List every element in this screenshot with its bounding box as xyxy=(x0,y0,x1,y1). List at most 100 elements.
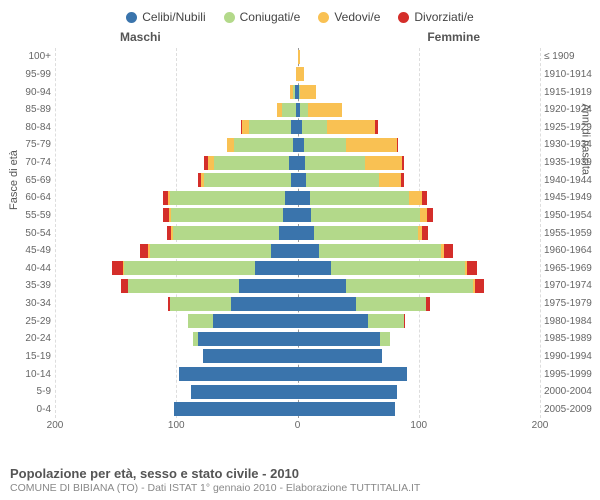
age-label: 30-34 xyxy=(7,298,51,309)
female-bar xyxy=(298,261,541,275)
age-label: 40-44 xyxy=(7,263,51,274)
birth-label: 1990-1994 xyxy=(544,351,598,362)
bar-pair xyxy=(55,367,540,381)
segment xyxy=(150,244,271,258)
age-row: 40-441965-1969 xyxy=(55,260,540,278)
male-bar xyxy=(55,385,298,399)
male-bar xyxy=(55,50,298,64)
segment xyxy=(227,138,234,152)
bar-pair xyxy=(55,50,540,64)
segment xyxy=(409,191,422,205)
segment xyxy=(346,138,397,152)
segment xyxy=(402,156,404,170)
segment xyxy=(346,279,473,293)
segment xyxy=(422,191,427,205)
segment xyxy=(298,156,305,170)
legend: Celibi/NubiliConiugati/eVedovi/eDivorzia… xyxy=(0,0,600,30)
segment xyxy=(475,279,485,293)
male-bar xyxy=(55,120,298,134)
age-row: 80-841925-1929 xyxy=(55,119,540,137)
male-bar xyxy=(55,67,298,81)
gender-headers: Maschi Femmine xyxy=(0,30,600,44)
age-row: 85-891920-1924 xyxy=(55,101,540,119)
segment xyxy=(298,208,311,222)
legend-label: Celibi/Nubili xyxy=(142,10,205,24)
x-tick: 100 xyxy=(168,420,185,431)
legend-item: Coniugati/e xyxy=(224,10,301,24)
female-bar xyxy=(298,173,541,187)
birth-label: 1915-1919 xyxy=(544,87,598,98)
male-bar xyxy=(55,156,298,170)
legend-label: Coniugati/e xyxy=(240,10,301,24)
age-row: 45-491960-1964 xyxy=(55,242,540,260)
male-bar xyxy=(55,297,298,311)
segment xyxy=(375,120,377,134)
segment xyxy=(283,208,298,222)
segment xyxy=(380,332,390,346)
birth-label: 1935-1939 xyxy=(544,157,598,168)
legend-item: Divorziati/e xyxy=(398,10,473,24)
bar-pair xyxy=(55,191,540,205)
segment xyxy=(282,103,297,117)
bar-pair xyxy=(55,385,540,399)
age-row: 100+≤ 1909 xyxy=(55,48,540,66)
segment xyxy=(298,261,332,275)
segment xyxy=(188,314,212,328)
bar-pair xyxy=(55,156,540,170)
segment xyxy=(368,314,404,328)
chart-subtitle: COMUNE DI BIBIANA (TO) - Dati ISTAT 1° g… xyxy=(10,482,590,494)
age-label: 10-14 xyxy=(7,369,51,380)
age-row: 60-641945-1949 xyxy=(55,189,540,207)
segment xyxy=(306,173,379,187)
male-bar xyxy=(55,85,298,99)
female-bar xyxy=(298,85,541,99)
female-bar xyxy=(298,191,541,205)
male-bar xyxy=(55,244,298,258)
segment xyxy=(298,332,380,346)
male-bar xyxy=(55,349,298,363)
segment xyxy=(356,297,426,311)
age-row: 95-991910-1914 xyxy=(55,66,540,84)
age-label: 45-49 xyxy=(7,245,51,256)
female-bar xyxy=(298,208,541,222)
segment xyxy=(121,279,128,293)
birth-label: 1930-1934 xyxy=(544,139,598,150)
segment xyxy=(289,156,297,170)
segment xyxy=(170,297,231,311)
age-row: 75-791930-1934 xyxy=(55,136,540,154)
age-row: 90-941915-1919 xyxy=(55,83,540,101)
age-row: 0-42005-2009 xyxy=(55,401,540,419)
segment xyxy=(174,402,298,416)
segment xyxy=(255,261,297,275)
segment xyxy=(173,226,280,240)
segment xyxy=(298,297,356,311)
segment xyxy=(140,244,148,258)
birth-label: 1970-1974 xyxy=(544,280,598,291)
legend-label: Divorziati/e xyxy=(414,10,473,24)
age-row: 5-92000-2004 xyxy=(55,383,540,401)
segment xyxy=(231,297,298,311)
age-row: 70-741935-1939 xyxy=(55,154,540,172)
segment xyxy=(467,261,477,275)
female-bar xyxy=(298,67,541,81)
age-row: 65-691940-1944 xyxy=(55,171,540,189)
age-label: 0-4 xyxy=(7,404,51,415)
segment xyxy=(298,314,368,328)
segment xyxy=(213,314,298,328)
segment xyxy=(305,156,366,170)
segment xyxy=(365,156,401,170)
age-row: 35-391970-1974 xyxy=(55,277,540,295)
segment xyxy=(314,226,417,240)
birth-label: 2005-2009 xyxy=(544,404,598,415)
segment xyxy=(397,138,398,152)
female-bar xyxy=(298,402,541,416)
age-label: 95-99 xyxy=(7,69,51,80)
pyramid-chart: 100+≤ 190995-991910-191490-941915-191985… xyxy=(55,48,540,418)
age-label: 35-39 xyxy=(7,280,51,291)
segment xyxy=(298,244,320,258)
female-header: Femmine xyxy=(427,30,480,44)
segment xyxy=(300,103,308,117)
bar-pair xyxy=(55,138,540,152)
chart-footer: Popolazione per età, sesso e stato civil… xyxy=(10,466,590,494)
segment xyxy=(271,244,298,258)
